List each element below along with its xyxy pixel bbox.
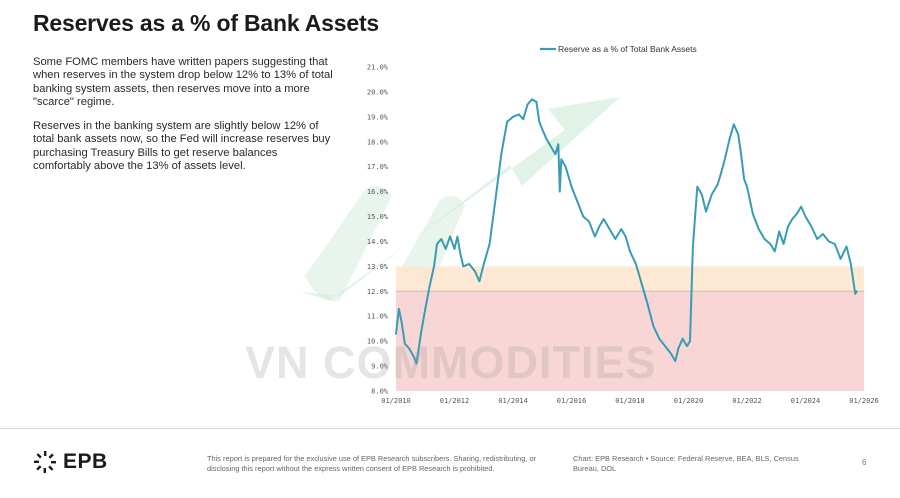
- y-tick-label: 16.0%: [367, 188, 389, 196]
- x-tick-label: 01/2024: [791, 397, 821, 405]
- series-line-reserves: [395, 98, 858, 365]
- background-arrow-graphic: [300, 97, 620, 300]
- epb-logo: EPB: [33, 450, 108, 474]
- y-tick-label: 21.0%: [367, 64, 389, 72]
- y-tick-label: 17.0%: [367, 163, 389, 171]
- y-tick-label: 10.0%: [367, 338, 389, 346]
- y-tick-label: 13.0%: [367, 263, 389, 271]
- x-tick-label: 01/2012: [440, 397, 470, 405]
- disclaimer-text: This report is prepared for the exclusiv…: [207, 454, 537, 473]
- scarce-reserves-band: [396, 291, 864, 391]
- logo-text: EPB: [63, 450, 108, 473]
- y-tick-label: 20.0%: [367, 88, 389, 96]
- commentary-paragraph-2: Reserves in the banking system are sligh…: [33, 120, 331, 172]
- epb-logo-icon: [34, 451, 56, 473]
- footer-divider: [0, 428, 900, 429]
- y-tick-label: 18.0%: [367, 138, 389, 146]
- y-tick-label: 11.0%: [367, 313, 389, 321]
- y-tick-label: 14.0%: [367, 238, 389, 246]
- y-tick-label: 8.0%: [371, 388, 389, 396]
- x-tick-label: 01/2026: [849, 397, 879, 405]
- y-tick-label: 12.0%: [367, 288, 389, 296]
- transition-band: [396, 266, 864, 292]
- slide-title: Reserves as a % of Bank Assets: [33, 10, 380, 36]
- x-tick-label: 01/2014: [498, 397, 528, 405]
- page-number: 6: [862, 458, 867, 467]
- source-text: Chart: EPB Research • Source: Federal Re…: [573, 454, 799, 473]
- x-tick-label: 01/2022: [732, 397, 762, 405]
- legend-label: Reserve as a % of Total Bank Assets: [558, 44, 697, 54]
- x-tick-label: 01/2010: [381, 397, 411, 405]
- x-tick-label: 01/2020: [674, 397, 704, 405]
- watermark-text: VN COMMODITIES: [245, 337, 657, 388]
- y-tick-label: 9.0%: [371, 363, 389, 371]
- background-stroke-graphic-1: [305, 186, 392, 301]
- y-tick-label: 15.0%: [367, 213, 389, 221]
- commentary-paragraph-1: Some FOMC members have written papers su…: [33, 56, 333, 108]
- y-tick-label: 19.0%: [367, 113, 389, 121]
- x-tick-label: 01/2016: [557, 397, 587, 405]
- x-tick-label: 01/2018: [615, 397, 645, 405]
